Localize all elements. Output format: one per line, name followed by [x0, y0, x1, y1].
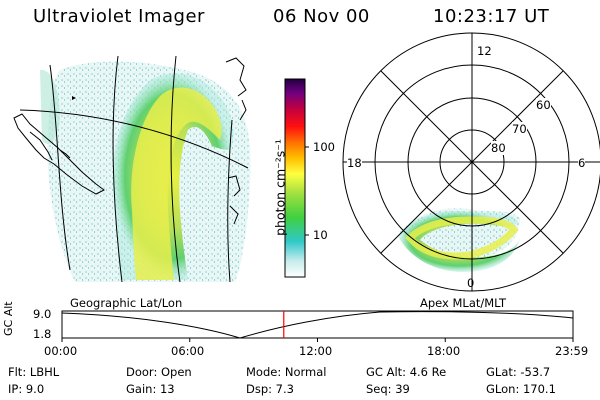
- meridian-line: [112, 55, 123, 283]
- dsp-value: Dsp: 7.3: [246, 382, 294, 396]
- mlt-label-0: 0: [467, 276, 475, 290]
- timeline-tick-label: 00:00: [44, 344, 78, 358]
- door-value: Door: Open: [126, 365, 192, 379]
- lat-label-70: 70: [512, 122, 527, 136]
- glat-value: GLat: -53.7: [486, 365, 551, 379]
- polar-oval-core: [405, 216, 519, 260]
- mlt-label-18: 18: [347, 156, 362, 170]
- colorbar-gradient: [284, 78, 306, 278]
- glon-value: GLon: 170.1: [486, 382, 556, 396]
- geographic-image-panel: [13, 55, 251, 283]
- gc-alt-value: GC Alt: 4.6 Re: [366, 365, 447, 379]
- image-date: 06 Nov 00: [273, 6, 370, 27]
- colorbar: [284, 78, 309, 278]
- coastline-detail: [29, 131, 71, 161]
- mlt-label-12: 12: [477, 44, 492, 58]
- meridian-line: [49, 64, 71, 271]
- gc-alt-timeline: [61, 310, 574, 342]
- ip-value: IP: 9.0: [8, 382, 45, 396]
- auroral-arc-core: [131, 87, 222, 280]
- polar-plot: [342, 32, 600, 292]
- meridian-line: [227, 119, 233, 283]
- island-mark: [72, 96, 76, 100]
- emission-patch: [40, 69, 60, 144]
- image-time: 10:23:17 UT: [433, 6, 550, 27]
- timeline-frame: [61, 310, 574, 339]
- colorbar-tick-100: 100: [313, 140, 335, 154]
- filter-value: Flt: LBHL: [8, 365, 60, 379]
- app-title: Ultraviolet Imager: [33, 6, 205, 27]
- colorbar-tick-10: 10: [313, 228, 328, 242]
- seq-value: Seq: 39: [366, 382, 410, 396]
- timeline-tick-label: 18:00: [427, 344, 461, 358]
- lat-label-60: 60: [536, 98, 551, 112]
- mode-value: Mode: Normal: [246, 365, 327, 379]
- coastline-north-island: [13, 113, 105, 195]
- parallel-line: [19, 109, 249, 169]
- gain-value: Gain: 13: [126, 382, 175, 396]
- coastline-east: [225, 57, 247, 225]
- mlt-label-6: 6: [578, 156, 586, 170]
- timeline-tick-label: 06:00: [171, 344, 205, 358]
- timeline-ytick-top: 9.0: [33, 307, 52, 321]
- timeline-ylabel: GC Alt: [2, 301, 15, 336]
- polar-diagonal: [380, 70, 564, 254]
- colorbar-unit-label: photon cm⁻²s⁻¹: [272, 139, 288, 236]
- timeline-ytick-bottom: 1.8: [33, 327, 52, 341]
- apex-panel-label: Apex MLat/MLT: [420, 296, 507, 310]
- meridian-line: [170, 55, 181, 283]
- timeline-tick-label: 12:00: [299, 344, 333, 358]
- altitude-curve: [61, 311, 574, 339]
- lat-label-80: 80: [491, 141, 506, 155]
- timeline-tick-label: 23:59: [555, 344, 589, 358]
- geographic-panel-label: Geographic Lat/Lon: [70, 296, 183, 310]
